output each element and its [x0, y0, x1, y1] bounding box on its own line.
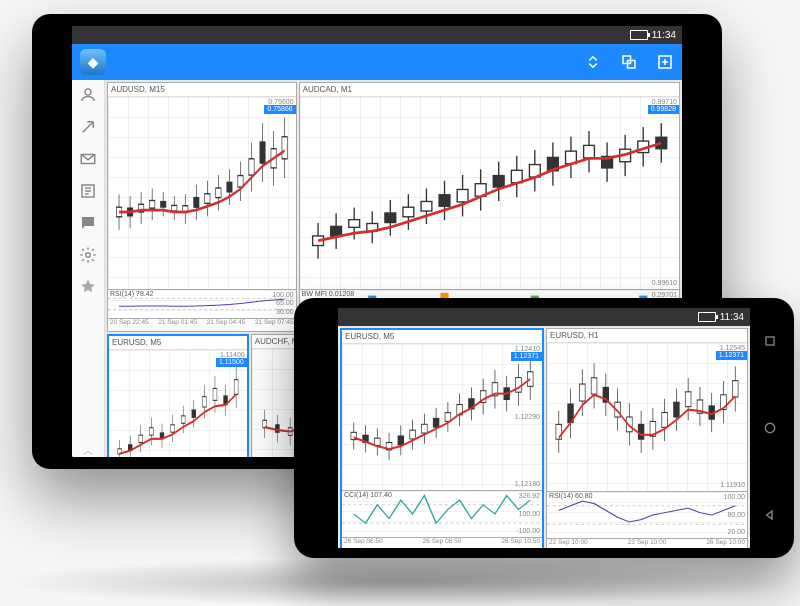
price-chart[interactable]: 1.123711.124101.122901.12180 [342, 343, 542, 490]
news-icon[interactable] [79, 182, 97, 200]
chart-panel[interactable]: EURUSD, M51.123711.124101.122901.12180CC… [340, 328, 544, 548]
top-bar: ◆ [72, 44, 682, 80]
chart-title: EURUSD, M5 [109, 336, 247, 349]
phone-frame: 11:34 EURUSD, M51.123711.124101.122901.1… [294, 298, 794, 558]
sidebar: ︿ [72, 80, 105, 457]
y-axis: 1.114001.11300 [220, 352, 245, 457]
y-axis: 1.124101.122901.12180 [515, 346, 540, 488]
indicator-panel[interactable]: RSI(14) 78.42 100.0065.0030.00 [108, 289, 296, 318]
indicator-label: BW MFI 0.01208 [302, 291, 355, 298]
add-icon[interactable] [656, 53, 674, 71]
back-icon[interactable] [762, 507, 778, 523]
x-axis: 26 Sep 06:5026 Sep 08:5026 Sep 10:50 [342, 537, 542, 548]
x-axis: 20 Sep 22:4521 Sep 01:4521 Sep 04:4521 S… [108, 318, 296, 331]
indicator-label: CCI(14) 107.40 [344, 492, 392, 499]
y-axis: 0.997100.99610 [652, 99, 677, 287]
chart-panel[interactable]: AUDUSD, M150.758660.75600 RSI(14) 78.42 10… [107, 82, 297, 332]
chat-icon[interactable] [79, 214, 97, 232]
y-axis: 1.125451.11910 [720, 345, 745, 489]
swap-icon[interactable] [584, 53, 602, 71]
logo2-icon[interactable] [79, 278, 97, 296]
home-icon[interactable] [762, 420, 778, 436]
shadow [0, 558, 800, 606]
x-axis: 22 Sep 10:0023 Sep 10:0026 Sep 10:00 [547, 538, 747, 548]
indicator-label: RSI(14) 60.80 [549, 493, 593, 500]
status-time: 11:34 [720, 312, 744, 323]
mail-icon[interactable] [79, 150, 97, 168]
gear-icon[interactable] [79, 246, 97, 264]
status-time: 11:34 [652, 30, 676, 41]
recent-icon[interactable] [762, 333, 778, 349]
chart-title: EURUSD, H1 [547, 329, 747, 342]
chevron-up-icon[interactable]: ︿ [83, 442, 93, 457]
app-logo-icon[interactable]: ◆ [80, 49, 106, 75]
phone-screen: 11:34 EURUSD, M51.123711.124101.122901.1… [338, 308, 750, 548]
android-nav [756, 298, 784, 558]
phone-status-bar: 11:34 [338, 308, 750, 326]
battery-icon [630, 30, 648, 40]
arrow-icon[interactable] [79, 118, 97, 136]
indicator-y-axis: 326.92100.00-100.00 [516, 493, 540, 535]
battery-icon [698, 312, 716, 322]
price-chart[interactable]: 0.758660.75600 [108, 96, 296, 289]
chart-panel[interactable]: EURUSD, M51.115001.114001.11300MFI(14) 7… [107, 334, 249, 457]
price-chart[interactable]: 1.115001.114001.11300 [109, 349, 247, 457]
status-bar: 11:34 [72, 26, 682, 44]
indicator-label: RSI(14) 78.42 [110, 291, 154, 298]
indicator-y-axis: 100.0080.0020.00 [724, 494, 745, 536]
windows-icon[interactable] [620, 53, 638, 71]
indicator-y-axis: 100.0065.0030.00 [272, 292, 293, 316]
indicator-panel[interactable]: RSI(14) 60.80 100.0080.0020.00 [547, 491, 747, 538]
y-axis: 0.75600 [268, 99, 293, 287]
price-chart[interactable]: 0.998280.997100.99610 [300, 96, 679, 289]
chart-panel[interactable]: AUDCAD, M10.998280.997100.99610 BW MFI 0.… [299, 82, 680, 332]
price-chart[interactable]: 1.123711.125451.11910 [547, 342, 747, 491]
phone-charts: EURUSD, M51.123711.124101.122901.12180CC… [338, 326, 750, 548]
chart-title: AUDCAD, M1 [300, 83, 679, 96]
indicator-panel[interactable]: CCI(14) 107.40 326.92100.00-100.00 [342, 490, 542, 537]
chart-title: AUDUSD, M15 [108, 83, 296, 96]
chart-title: EURUSD, M5 [342, 330, 542, 343]
person-icon[interactable] [79, 86, 97, 104]
chart-panel[interactable]: EURUSD, H11.123711.125451.11910RSI(14) 6… [546, 328, 748, 548]
